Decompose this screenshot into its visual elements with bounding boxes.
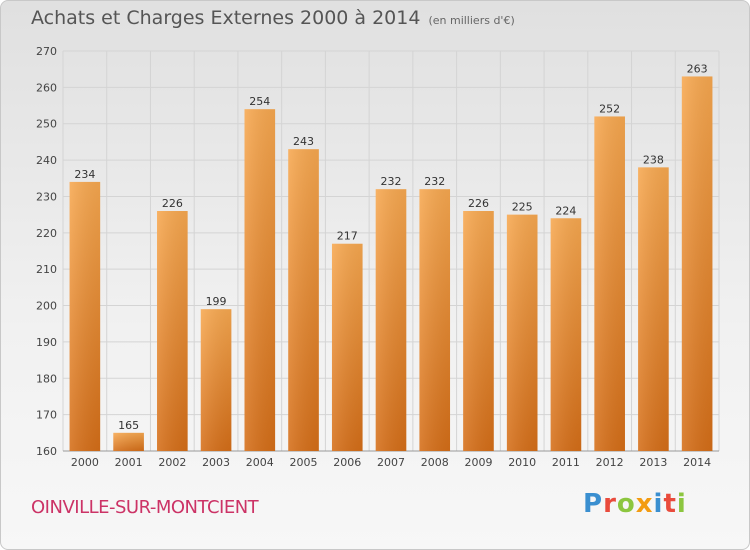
bar-shade [550, 218, 582, 451]
chart-title: Achats et Charges Externes 2000 à 2014 (e… [31, 7, 515, 29]
bar-value-label: 226 [162, 197, 183, 210]
y-tick-label: 170 [36, 409, 57, 422]
x-tick-label: 2001 [115, 456, 143, 469]
x-tick-label: 2000 [71, 456, 99, 469]
bar-value-label: 243 [293, 135, 314, 148]
proxiti-logo: Proxiti [583, 489, 687, 519]
x-tick-label: 2012 [596, 456, 624, 469]
bar-shade [200, 309, 232, 451]
y-tick-label: 230 [36, 190, 57, 203]
y-tick-label: 260 [36, 81, 57, 94]
bar-value-label: 232 [381, 175, 402, 188]
x-tick-label: 2007 [377, 456, 405, 469]
x-tick-label: 2005 [290, 456, 318, 469]
bar-value-label: 224 [555, 204, 576, 217]
x-tick-label: 2004 [246, 456, 274, 469]
bar-value-label: 234 [74, 168, 95, 181]
bar-shade [594, 116, 625, 452]
y-tick-label: 200 [36, 300, 57, 313]
y-tick-label: 220 [36, 227, 57, 240]
bar-shade [244, 109, 276, 451]
bar-shade [638, 167, 669, 451]
y-tick-label: 160 [36, 445, 57, 458]
bar-value-label: 199 [206, 295, 227, 308]
bar-shade [288, 149, 319, 451]
chart-subtitle: (en milliers d'€) [428, 14, 515, 27]
bar-shade [331, 243, 363, 451]
x-tick-label: 2006 [333, 456, 361, 469]
bar-shade [463, 211, 494, 451]
bar-value-label: 238 [643, 153, 664, 166]
y-tick-label: 240 [36, 154, 57, 167]
bar-shade [681, 76, 713, 452]
bar-shade [506, 214, 538, 451]
x-tick-label: 2008 [421, 456, 449, 469]
y-tick-label: 250 [36, 118, 57, 131]
x-tick-label: 2013 [639, 456, 667, 469]
chart-title-text: Achats et Charges Externes 2000 à 2014 [31, 7, 421, 29]
bar-value-label: 263 [687, 62, 708, 75]
bar-shade [69, 181, 101, 451]
x-tick-label: 2009 [464, 456, 492, 469]
y-tick-label: 210 [36, 263, 57, 276]
bar-shade [375, 189, 407, 451]
bar-value-label: 252 [599, 102, 620, 115]
bar-value-label: 254 [249, 95, 270, 108]
x-tick-label: 2003 [202, 456, 230, 469]
bar-value-label: 226 [468, 197, 489, 210]
city-name: OINVILLE-SUR-MONTCIENT [31, 497, 259, 518]
y-tick-label: 270 [36, 45, 57, 58]
bar-value-label: 165 [118, 419, 139, 432]
y-tick-label: 180 [36, 372, 57, 385]
bar-value-label: 225 [512, 201, 533, 214]
x-tick-label: 2010 [508, 456, 536, 469]
bar-shade [157, 211, 188, 451]
bar-shade [419, 189, 451, 451]
x-tick-label: 2011 [552, 456, 580, 469]
y-tick-label: 190 [36, 336, 57, 349]
bar-value-label: 232 [424, 175, 445, 188]
bar-shade [113, 432, 144, 451]
x-tick-label: 2002 [158, 456, 186, 469]
bar-value-label: 217 [337, 230, 358, 243]
x-tick-label: 2014 [683, 456, 711, 469]
